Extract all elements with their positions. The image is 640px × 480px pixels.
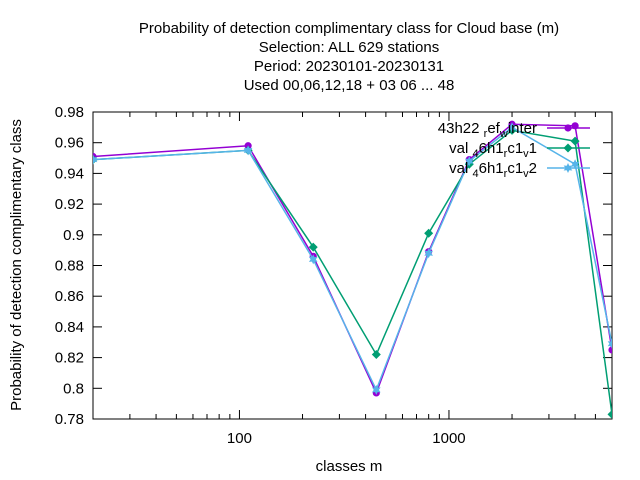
data-point: [243, 145, 253, 156]
y-axis: 0.78 0.8 0.82 0.84 0.86 0.88 0.9 0.92 0.94 0.96 0.…: [55, 104, 612, 428]
legend-entry-1: 43h22 refwinter: [438, 120, 590, 140]
legend-label: val 46h1rc1v1: [449, 140, 537, 160]
y-tick-label: 0.98: [55, 104, 84, 121]
title-line-3: Period: 20230101-20230131: [254, 58, 444, 75]
legend-entry-2: val 46h1rc1v1: [449, 140, 590, 160]
y-tick-label: 0.78: [55, 411, 84, 428]
data-point: [308, 242, 318, 252]
data-point: [563, 143, 573, 153]
plot-frame: [92, 111, 613, 420]
y-tick-label: 0.88: [55, 258, 84, 275]
title-line-4: Used 00,06,12,18 + 03 06 ... 48: [244, 77, 455, 94]
series-layer: [93, 120, 612, 419]
chart-title: Probability of detection complimentary c…: [139, 20, 559, 94]
data-point: [608, 346, 612, 354]
data-point: [563, 163, 573, 173]
data-point: [564, 124, 572, 132]
series-2: [93, 125, 612, 419]
y-tick-label: 0.92: [55, 196, 84, 213]
legend-label: val 46h1rc1v2: [449, 160, 537, 180]
x-tick-label: 100: [227, 430, 252, 447]
y-tick-label: 0.94: [55, 165, 84, 182]
y-tick-label: 0.86: [55, 288, 84, 305]
y-tick-label: 0.82: [55, 350, 84, 367]
x-tick-label: 1000: [432, 430, 465, 447]
title-line-2: Selection: ALL 629 stations: [259, 39, 439, 56]
data-point: [607, 338, 612, 349]
data-point: [371, 350, 381, 360]
data-point: [371, 384, 381, 395]
data-point: [464, 156, 474, 167]
legend-label: 43h22 refwinter: [438, 120, 537, 140]
data-point: [607, 409, 612, 419]
title-line-1: Probability of detection complimentary c…: [139, 20, 559, 37]
series-3: [93, 122, 612, 395]
data-point: [93, 154, 98, 165]
y-tick-label: 0.84: [55, 319, 84, 336]
data-point: [424, 248, 433, 259]
x-axis: 100 1000: [92, 112, 613, 447]
y-tick-label: 0.8: [63, 380, 84, 397]
y-tick-label: 0.96: [55, 135, 84, 152]
y-tick-label: 0.9: [63, 227, 84, 244]
data-point: [507, 122, 517, 133]
data-point: [308, 254, 318, 265]
legend-entry-3: val 46h1rc1v2: [449, 160, 590, 180]
x-axis-label: classes m: [316, 458, 383, 475]
data-point: [424, 228, 434, 238]
data-point: [570, 159, 580, 170]
data-point: [570, 136, 580, 146]
y-axis-label: Probability of detection complimentary c…: [8, 119, 25, 411]
